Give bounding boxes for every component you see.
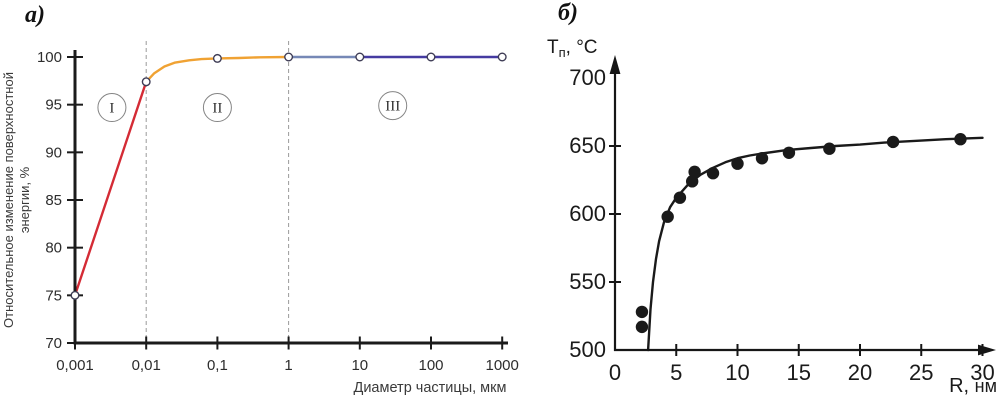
x-tick-label: 5 (670, 360, 682, 385)
curve-stage-I (73, 80, 148, 297)
x-tick-label: 25 (909, 360, 933, 385)
x-tick-label: 0,1 (207, 357, 228, 374)
y-tick-label: 500 (569, 337, 606, 362)
data-marker (141, 77, 151, 87)
region-circle (97, 93, 127, 123)
panel-b-label: б) (558, 0, 578, 26)
x-tick-label: 0,01 (132, 357, 161, 374)
panel-a-label: а) (25, 2, 45, 28)
x-axis-title: Диаметр частицы, мкм (354, 380, 507, 396)
data-marker (355, 52, 365, 62)
data-point (688, 165, 701, 179)
data-point (635, 305, 649, 319)
y-axis-title: Tп, °C (547, 37, 598, 60)
y-tick-label: 600 (569, 201, 606, 226)
data-point (635, 320, 649, 334)
data-point (731, 157, 744, 170)
y-tick-label: 80 (45, 240, 62, 257)
x-axis-arrow (978, 344, 996, 356)
y-axis-title-line1: Относительное изменение поверхностной (1, 72, 16, 328)
data-point (782, 146, 796, 159)
y-tick-label: 700 (569, 65, 606, 90)
x-tick-label: 0 (609, 360, 621, 385)
x-tick-label: 15 (787, 360, 811, 385)
region-numeral: III (385, 99, 400, 115)
data-point (755, 152, 769, 165)
y-tick-label: 95 (45, 97, 62, 114)
x-tick-label: 10 (725, 360, 749, 385)
region-circle (202, 93, 232, 123)
data-point (886, 135, 900, 149)
data-point (823, 142, 836, 155)
data-point (685, 175, 699, 188)
data-point (661, 210, 674, 223)
y-tick-label: 70 (45, 335, 62, 352)
x-tick-label: 1000 (486, 357, 519, 374)
y-axis-title-line2: энергии, % (17, 166, 32, 233)
region-circle (378, 91, 408, 121)
x-tick-label: 10 (351, 357, 368, 374)
data-marker (70, 290, 80, 300)
x-tick-label: 20 (848, 360, 872, 385)
y-tick-label: 90 (45, 144, 62, 161)
data-point (706, 167, 720, 180)
data-marker (284, 52, 294, 62)
x-tick-label: 30 (970, 360, 994, 385)
data-marker (426, 52, 436, 62)
y-tick-label: 85 (45, 192, 62, 209)
y-tick-label: 75 (45, 287, 62, 304)
data-point (673, 191, 687, 204)
region-numeral: II (212, 101, 222, 117)
x-tick-label: 100 (418, 357, 443, 374)
x-tick-label: 0,001 (56, 357, 94, 374)
data-marker (212, 53, 222, 63)
data-marker (497, 52, 507, 62)
curve-stage-II (144, 55, 290, 84)
data-point (954, 133, 967, 146)
y-tick-label: 100 (37, 49, 62, 66)
region-numeral: I (109, 101, 114, 117)
y-tick-label: 650 (569, 133, 606, 158)
chart-b-melting-temperature-vs-radius: 500 550 600 650 700 0 5 10 15 20 25 30 Tп, °C R, нм (547, 37, 997, 397)
y-tick-label: 550 (569, 269, 606, 294)
y-axis-arrow (609, 55, 621, 74)
x-axis-title: R, нм (949, 375, 997, 397)
x-tick-label: 1 (284, 357, 292, 374)
